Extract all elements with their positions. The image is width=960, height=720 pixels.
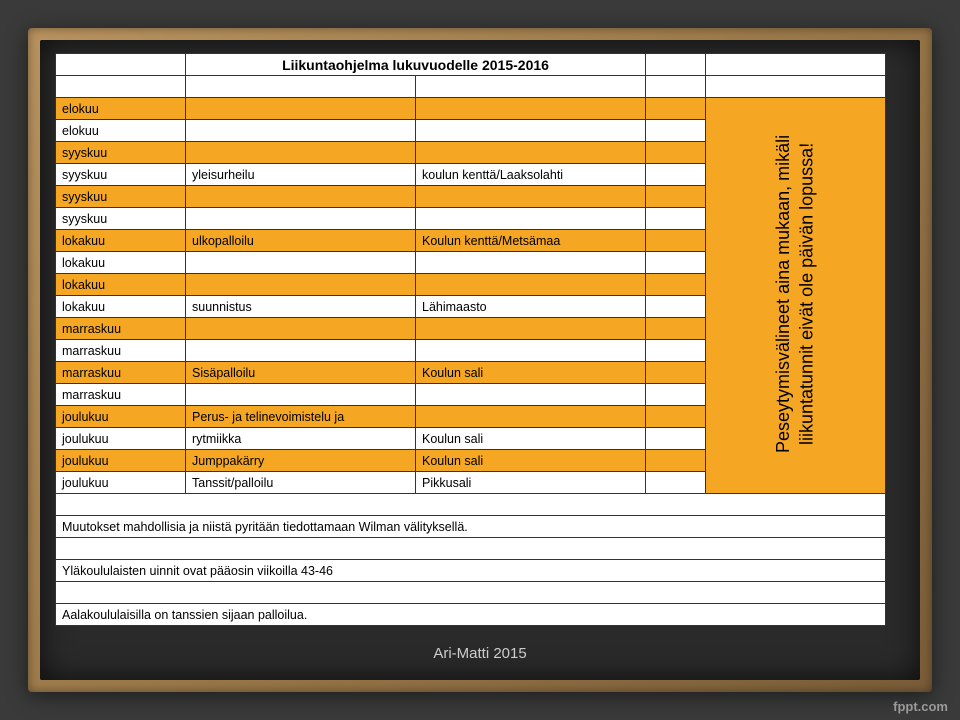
location-cell: Lähimaasto [416, 296, 646, 318]
activity-cell [186, 340, 416, 362]
wooden-frame: Liikuntaohjelma lukuvuodelle 2015-2016 e… [28, 28, 932, 692]
activity-cell [186, 120, 416, 142]
activity-cell [186, 98, 416, 120]
activity-cell [186, 142, 416, 164]
month-cell: lokakuu [56, 274, 186, 296]
note-text: Muutokset mahdollisia ja niistä pyritään… [56, 516, 886, 538]
schedule-table: Liikuntaohjelma lukuvuodelle 2015-2016 e… [55, 53, 886, 626]
location-cell [416, 384, 646, 406]
empty-cell [646, 296, 706, 318]
activity-cell [186, 274, 416, 296]
empty-cell [646, 428, 706, 450]
spacer-row [56, 538, 886, 560]
month-cell: joulukuu [56, 406, 186, 428]
empty-cell [646, 186, 706, 208]
location-cell: koulun kenttä/Laaksolahti [416, 164, 646, 186]
location-cell [416, 98, 646, 120]
note-row: Yläkoululaisten uinnit ovat pääosin viik… [56, 560, 886, 582]
month-cell: syyskuu [56, 142, 186, 164]
month-cell: syyskuu [56, 186, 186, 208]
spacer-row [56, 76, 886, 98]
month-cell: joulukuu [56, 472, 186, 494]
empty-cell [646, 450, 706, 472]
empty-cell [646, 274, 706, 296]
empty-cell [646, 98, 706, 120]
activity-cell: Tanssit/palloilu [186, 472, 416, 494]
activity-cell [186, 384, 416, 406]
vertical-note-text: Peseytymisvälineet aina mukaan, mikäli l… [772, 99, 819, 489]
empty-cell [646, 142, 706, 164]
month-cell: elokuu [56, 120, 186, 142]
table-title: Liikuntaohjelma lukuvuodelle 2015-2016 [186, 54, 646, 76]
location-cell [416, 318, 646, 340]
activity-cell: yleisurheilu [186, 164, 416, 186]
empty-cell [646, 164, 706, 186]
spacer-row [56, 494, 886, 516]
location-cell [416, 252, 646, 274]
activity-cell [186, 252, 416, 274]
empty-cell [646, 208, 706, 230]
location-cell [416, 340, 646, 362]
empty-cell [646, 384, 706, 406]
note-text: Aalakoululaisilla on tanssien sijaan pal… [56, 604, 886, 626]
activity-cell: Jumppakärry [186, 450, 416, 472]
month-cell: syyskuu [56, 164, 186, 186]
location-cell [416, 208, 646, 230]
activity-cell: Perus- ja telinevoimistelu ja [186, 406, 416, 428]
month-cell: marraskuu [56, 318, 186, 340]
activity-cell: Sisäpalloilu [186, 362, 416, 384]
month-cell: elokuu [56, 98, 186, 120]
activity-cell: ulkopalloilu [186, 230, 416, 252]
empty-cell [646, 340, 706, 362]
activity-cell [186, 186, 416, 208]
empty-cell [646, 230, 706, 252]
note-text: Yläkoululaisten uinnit ovat pääosin viik… [56, 560, 886, 582]
empty-cell [646, 318, 706, 340]
activity-cell [186, 208, 416, 230]
location-cell: Koulun sali [416, 362, 646, 384]
note-row: Aalakoululaisilla on tanssien sijaan pal… [56, 604, 886, 626]
location-cell [416, 142, 646, 164]
month-cell: syyskuu [56, 208, 186, 230]
month-cell: lokakuu [56, 252, 186, 274]
spacer-row [56, 582, 886, 604]
location-cell: Koulun sali [416, 450, 646, 472]
empty-cell [646, 120, 706, 142]
month-cell: marraskuu [56, 340, 186, 362]
slide-background: Liikuntaohjelma lukuvuodelle 2015-2016 e… [0, 0, 960, 720]
note-row: Muutokset mahdollisia ja niistä pyritään… [56, 516, 886, 538]
activity-cell: rytmiikka [186, 428, 416, 450]
activity-cell: suunnistus [186, 296, 416, 318]
empty-cell [646, 472, 706, 494]
vertical-note-cell: Peseytymisvälineet aina mukaan, mikäli l… [706, 98, 886, 494]
month-cell: lokakuu [56, 230, 186, 252]
month-cell: marraskuu [56, 384, 186, 406]
footer-author: Ari-Matti 2015 [40, 645, 920, 662]
month-cell: joulukuu [56, 428, 186, 450]
watermark: fppt.com [893, 699, 948, 714]
location-cell: Pikkusali [416, 472, 646, 494]
month-cell: marraskuu [56, 362, 186, 384]
location-cell: Koulun sali [416, 428, 646, 450]
location-cell [416, 186, 646, 208]
location-cell [416, 120, 646, 142]
empty-cell [646, 252, 706, 274]
activity-cell [186, 318, 416, 340]
empty-cell [646, 362, 706, 384]
month-cell: lokakuu [56, 296, 186, 318]
month-cell: joulukuu [56, 450, 186, 472]
table-row: elokuuPeseytymisvälineet aina mukaan, mi… [56, 98, 886, 120]
location-cell [416, 406, 646, 428]
empty-cell [646, 406, 706, 428]
title-row: Liikuntaohjelma lukuvuodelle 2015-2016 [56, 54, 886, 76]
board-surface: Liikuntaohjelma lukuvuodelle 2015-2016 e… [40, 40, 920, 680]
location-cell [416, 274, 646, 296]
location-cell: Koulun kenttä/Metsämaa [416, 230, 646, 252]
